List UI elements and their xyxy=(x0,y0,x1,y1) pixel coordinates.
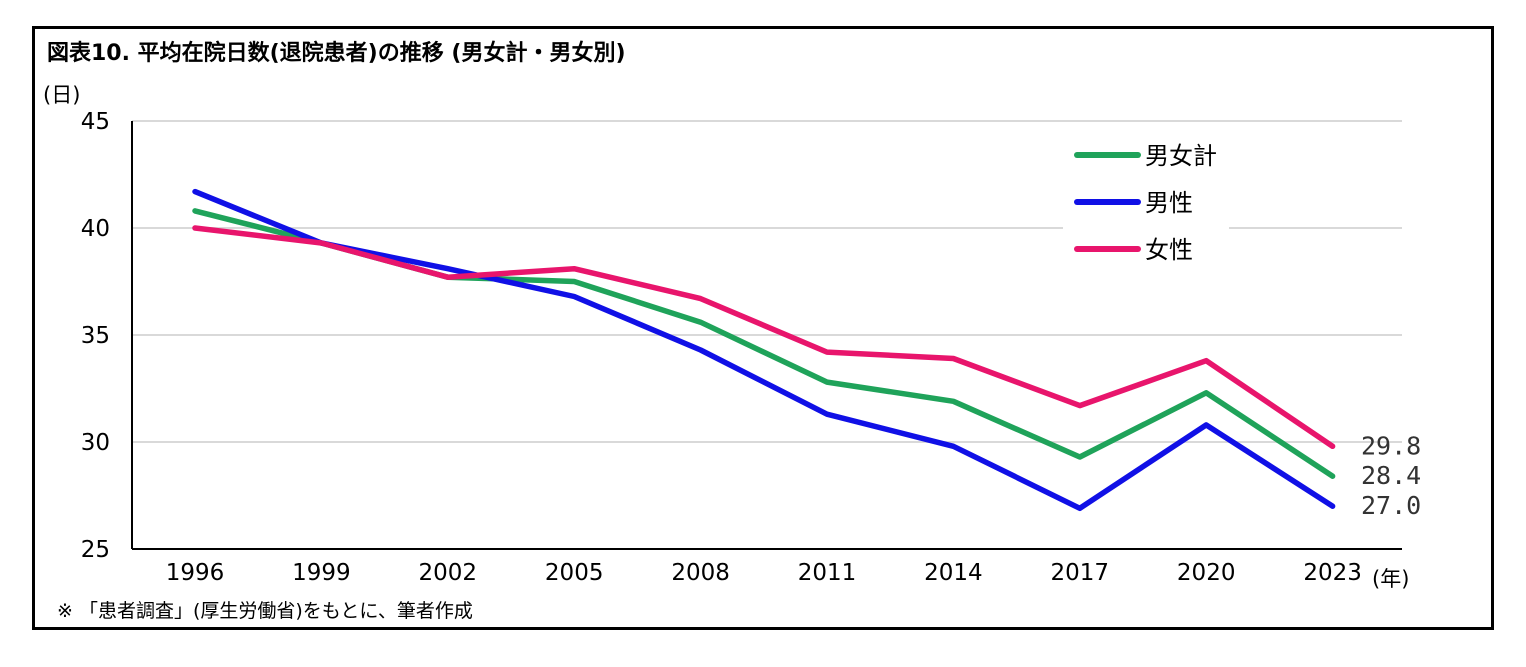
y-tick-label: 35 xyxy=(81,323,110,349)
series-line-男性 xyxy=(192,188,1336,512)
end-labels: 28.427.0 29.8 xyxy=(1361,431,1421,520)
source-note: ※ 「患者調査」(厚生労働省)をもとに、筆者作成 xyxy=(57,600,473,622)
axes: 25 30 35 40 45 1996 1999 2002 2005 2008 2011 2014 20… xyxy=(81,109,1402,586)
line-chart: 図表10. 平均在院日数(退院患者)の推移 (男女計・男女別) (日) (年) … xyxy=(43,40,1421,622)
x-tick-label: 1996 xyxy=(166,560,225,586)
y-axis-unit: (日) xyxy=(43,83,80,107)
x-tick-label: 2008 xyxy=(671,560,730,586)
x-axis-unit: (年) xyxy=(1372,567,1409,591)
chart-frame: 図表10. 平均在院日数(退院患者)の推移 (男女計・男女別) (日) (年) … xyxy=(32,26,1494,630)
x-tick-label: 2017 xyxy=(1051,560,1110,586)
y-tick-label: 40 xyxy=(81,216,110,242)
series-lines xyxy=(192,188,1336,512)
gridlines xyxy=(132,120,1402,443)
end-value-label: 27.0 xyxy=(1361,491,1421,520)
x-tick-label: 2002 xyxy=(419,560,478,586)
legend-label: 男性 xyxy=(1145,189,1193,217)
x-tick-label: 2023 xyxy=(1303,560,1362,586)
x-tick-label: 2005 xyxy=(545,560,604,586)
x-tick-label: 2011 xyxy=(798,560,857,586)
x-tick-label: 2014 xyxy=(924,560,983,586)
legend-label: 男女計 xyxy=(1145,142,1217,170)
x-tick-label: 1999 xyxy=(292,560,351,586)
end-value-label: 29.8 xyxy=(1361,431,1421,460)
y-tick-label: 25 xyxy=(81,537,110,563)
y-tick-label: 30 xyxy=(81,430,110,456)
y-tick-label: 45 xyxy=(81,109,110,135)
series-line-女性 xyxy=(192,225,1336,450)
x-tick-label: 2020 xyxy=(1177,560,1236,586)
end-value-label: 28.4 xyxy=(1361,461,1421,490)
legend-label: 女性 xyxy=(1145,236,1193,264)
chart-title: 図表10. 平均在院日数(退院患者)の推移 (男女計・男女別) xyxy=(47,40,626,66)
